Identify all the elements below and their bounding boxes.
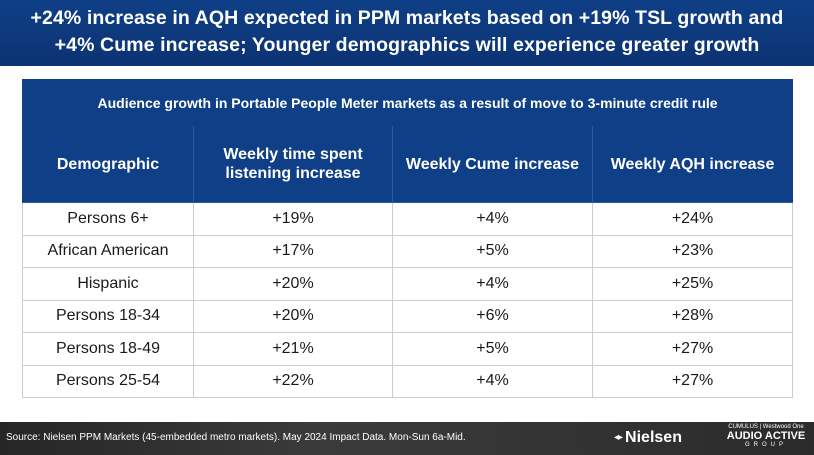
aqh-cell: +27% (591, 332, 794, 366)
table-caption: Audience growth in Portable People Meter… (21, 79, 794, 126)
table-row: Persons 18-34 +20% +6% +28% (22, 299, 794, 333)
aag-logo-top: CUMULUS | Westwood One (728, 424, 804, 430)
slide-title-line-2: +4% Cume increase; Younger demographics … (54, 34, 760, 56)
aqh-cell: +25% (591, 267, 794, 301)
nielsen-logo-text: Nielsen (625, 429, 682, 446)
demographic-cell: Hispanic (22, 267, 194, 301)
aqh-cell: +23% (591, 234, 794, 268)
tsl-cell: +19% (193, 202, 393, 236)
demographic-cell: African American (22, 234, 194, 268)
audio-active-group-logo: CUMULUS | Westwood One AUDIO ACTIVE GROU… (722, 424, 810, 449)
demographic-cell: Persons 18-49 (22, 332, 194, 366)
audience-growth-table: Audience growth in Portable People Meter… (21, 79, 794, 398)
cume-cell: +4% (392, 267, 593, 301)
aag-logo-sub: GROUP (744, 442, 787, 448)
cume-cell: +4% (392, 202, 593, 236)
demographic-cell: Persons 6+ (22, 202, 194, 236)
cume-cell: +5% (392, 234, 593, 268)
nielsen-logo: ◂▸ Nielsen (614, 429, 682, 447)
aqh-cell: +24% (591, 202, 794, 236)
aag-logo-main: AUDIO ACTIVE (726, 430, 806, 442)
table-row: Hispanic +20% +4% +25% (22, 267, 794, 301)
footer-bar: Source: Nielsen PPM Markets (45-embedded… (0, 422, 814, 455)
column-header-tsl-increase: Weekly time spent listening increase (193, 125, 393, 203)
tsl-cell: +20% (193, 267, 393, 301)
cume-cell: +5% (392, 332, 593, 366)
tsl-cell: +20% (193, 299, 393, 333)
tsl-cell: +21% (193, 332, 393, 366)
table-row: Persons 25-54 +22% +4% +27% (22, 364, 794, 398)
demographic-cell: Persons 25-54 (22, 364, 194, 398)
demographic-cell: Persons 18-34 (22, 299, 194, 333)
column-header-demographic: Demographic (22, 125, 194, 203)
column-header-aqh-increase: Weekly AQH increase (591, 125, 794, 203)
slide-title-line-1: +24% increase in AQH expected in PPM mar… (30, 7, 784, 29)
tsl-cell: +22% (193, 364, 393, 398)
audience-growth-table-container: Audience growth in Portable People Meter… (21, 79, 794, 398)
slide-title: +24% increase in AQH expected in PPM mar… (0, 0, 814, 66)
aqh-cell: +28% (591, 299, 794, 333)
aqh-cell: +27% (591, 364, 794, 398)
table-row: Persons 6+ +19% +4% +24% (22, 202, 794, 236)
source-note: Source: Nielsen PPM Markets (45-embedded… (6, 432, 466, 443)
nielsen-mark-icon: ◂▸ (614, 432, 623, 443)
table-header-row: Demographic Weekly time spent listening … (22, 125, 794, 203)
table-row: African American +17% +5% +23% (22, 234, 794, 268)
table-row: Persons 18-49 +21% +5% +27% (22, 332, 794, 366)
column-header-cume-increase: Weekly Cume increase (392, 125, 593, 203)
cume-cell: +4% (392, 364, 593, 398)
cume-cell: +6% (392, 299, 593, 333)
tsl-cell: +17% (193, 234, 393, 268)
